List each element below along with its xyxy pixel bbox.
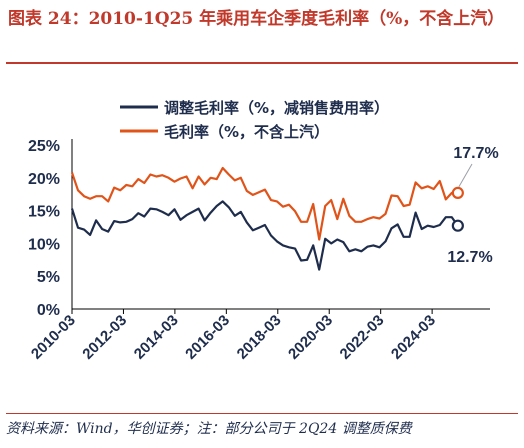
source-note: 资料来源：Wind，华创证券；注：部分公司于 2Q24 调整质保费: [6, 421, 412, 437]
legend-label: 调整毛利率（%，减销售费用率）: [164, 99, 389, 117]
series-line-gross: [70, 166, 458, 241]
end-label-adjusted: 12.7%: [447, 249, 492, 266]
x-tick-label: 2020-03: [285, 312, 336, 363]
end-marker-adjusted: [451, 219, 464, 232]
y-tick-label: 5%: [37, 269, 60, 286]
legend: 调整毛利率（%，减销售费用率） 毛利率（%，不含上汽）: [120, 99, 389, 141]
end-marker-gross: [451, 186, 464, 199]
margin-chart: 0%5%10%15%20%25% 2010-03 2012-03 2014-03 20…: [28, 99, 499, 363]
y-tick-label: 10%: [28, 236, 60, 253]
x-tick-labels: 2010-03 2012-03 2014-03 2016-03 2018-03 2020-…: [28, 309, 439, 363]
x-tick-label: 2016-03: [182, 312, 233, 363]
title-divider: [6, 62, 518, 64]
end-label-leader: [458, 163, 473, 188]
y-tick-label: 25%: [28, 138, 60, 155]
x-tick-label: 2012-03: [79, 312, 130, 363]
series-lines: [70, 166, 459, 271]
series-line-adjusted: [70, 200, 459, 271]
y-tick-label: 20%: [28, 171, 60, 188]
end-labels: 12.7% 17.7%: [447, 145, 498, 266]
chart-axes: [71, 139, 490, 310]
footer-divider: [6, 413, 518, 414]
x-tick-label: 2010-03: [28, 312, 79, 363]
page-title: 图表 24：2010-1Q25 年乘用车企季度毛利率（%，不含上汽）: [8, 9, 505, 29]
y-tick-label: 15%: [28, 204, 60, 221]
y-tick-label: 0%: [37, 302, 60, 319]
x-tick-label: 2024-03: [388, 312, 439, 363]
x-tick-label: 2014-03: [131, 312, 182, 363]
end-label-gross: 17.7%: [453, 145, 498, 162]
legend-label: 毛利率（%，不含上汽）: [164, 123, 329, 141]
x-tick-label: 2018-03: [234, 312, 285, 363]
x-tick-label: 2022-03: [337, 312, 388, 363]
y-tick-labels: 0% 5% 10% 15% 20% 25%: [28, 138, 60, 319]
